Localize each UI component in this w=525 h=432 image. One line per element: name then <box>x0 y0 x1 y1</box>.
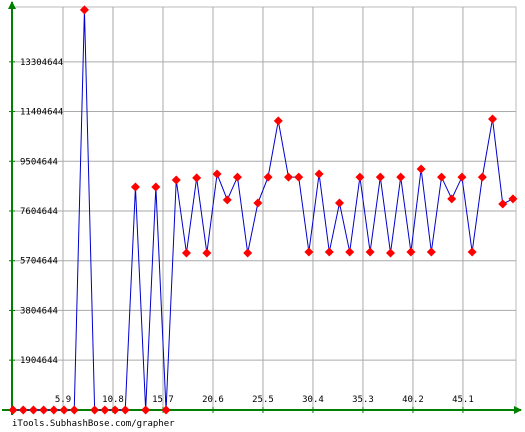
point-marker <box>508 194 518 204</box>
point-marker <box>202 248 212 258</box>
point-marker <box>365 247 375 257</box>
y-tick-label: 9504644 <box>20 157 58 167</box>
point-marker <box>273 116 283 126</box>
point-marker <box>263 172 273 182</box>
y-tick-label: 7604644 <box>20 207 58 217</box>
point-marker <box>181 248 191 258</box>
point-marker <box>416 164 426 174</box>
point-marker <box>120 405 130 415</box>
point-marker <box>192 173 202 183</box>
y-tick-label: 5704644 <box>20 257 58 267</box>
point-marker <box>426 247 436 257</box>
x-tick-label: 45.1 <box>452 395 474 405</box>
point-marker <box>334 198 344 208</box>
y-tick-label: 1904644 <box>20 356 58 366</box>
point-marker <box>151 182 161 192</box>
point-marker <box>8 405 18 415</box>
y-tick-label: 11404644 <box>20 108 63 118</box>
point-marker <box>498 199 508 209</box>
y-tick-label: 3804644 <box>20 306 58 316</box>
point-marker <box>243 248 253 258</box>
point-marker <box>437 172 447 182</box>
point-marker <box>253 198 263 208</box>
point-marker <box>447 194 457 204</box>
point-marker <box>49 405 59 415</box>
point-marker <box>375 172 385 182</box>
point-marker <box>314 169 324 179</box>
x-axis-arrow <box>514 406 522 414</box>
point-marker <box>59 405 69 415</box>
point-marker <box>467 247 477 257</box>
point-marker <box>100 405 110 415</box>
x-tick-label: 25.5 <box>252 395 274 405</box>
point-marker <box>457 172 467 182</box>
point-marker <box>406 247 416 257</box>
point-marker <box>222 195 232 205</box>
point-marker <box>212 169 222 179</box>
point-marker <box>130 182 140 192</box>
point-marker <box>171 175 181 185</box>
x-tick-label: 40.2 <box>402 395 424 405</box>
y-axis-arrow <box>8 1 16 9</box>
point-marker <box>355 172 365 182</box>
footer: iTools.SubhashBose.com/grapher <box>12 419 175 429</box>
x-tick-label: 30.4 <box>302 395 324 405</box>
point-marker <box>69 405 79 415</box>
point-marker <box>283 172 293 182</box>
point-marker <box>396 172 406 182</box>
point-marker <box>28 405 38 415</box>
point-marker <box>386 248 396 258</box>
point-marker <box>39 405 49 415</box>
x-tick-label: 35.3 <box>352 395 374 405</box>
point-marker <box>110 405 120 415</box>
point-marker <box>161 405 171 415</box>
plot-frame <box>11 6 517 411</box>
point-marker <box>79 5 89 15</box>
point-marker <box>477 172 487 182</box>
x-tick-label: 5.9 <box>55 395 71 405</box>
point-marker <box>141 405 151 415</box>
x-tick-label: 10.8 <box>102 395 124 405</box>
x-tick-label: 20.6 <box>202 395 224 405</box>
point-marker <box>232 172 242 182</box>
point-marker <box>304 247 314 257</box>
point-marker <box>488 114 498 124</box>
x-tick-label: 15.7 <box>152 395 174 405</box>
point-marker <box>324 247 334 257</box>
y-tick-label: 13304644 <box>20 58 63 68</box>
point-marker <box>18 405 28 415</box>
point-marker <box>294 172 304 182</box>
point-marker <box>90 405 100 415</box>
point-marker <box>345 247 355 257</box>
